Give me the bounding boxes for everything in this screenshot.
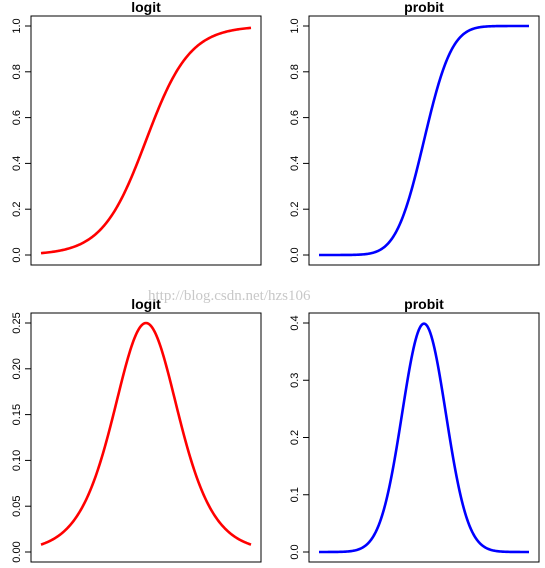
chart-title: logit (131, 296, 161, 312)
y-tick-label: 0.1 (289, 487, 301, 502)
y-tick-label: 0.4 (11, 156, 23, 171)
y-tick-label: 0.00 (11, 541, 23, 562)
series-line (318, 24, 530, 257)
y-tick-label: 0.05 (11, 495, 23, 516)
chart-title: probit (404, 296, 444, 312)
y-tick-label: 0.10 (11, 450, 23, 471)
series-line (40, 321, 252, 546)
watermark: http://blog.csdn.net/hzs106 (148, 288, 311, 304)
y-tick-label: 0.0 (289, 544, 301, 559)
y-tick-label: 0.2 (289, 202, 301, 217)
y-tick-label: 0.0 (289, 247, 301, 262)
y-tick-label: 0.2 (11, 202, 23, 217)
y-tick-label: 0.8 (11, 64, 23, 79)
chart-title: probit (404, 0, 444, 15)
y-tick-label: 0.15 (11, 404, 23, 425)
chart-panel-4: probit 0.0 0.1 0.2 0.3 0.4 (289, 296, 540, 563)
y-tick-label: 0.0 (11, 247, 23, 262)
series-line (318, 322, 530, 554)
y-tick-label: 0.6 (289, 110, 301, 125)
y-tick-label: 0.20 (11, 358, 23, 379)
y-tick-label: 0.25 (11, 312, 23, 333)
y-tick-label: 1.0 (11, 18, 23, 33)
y-tick-label: 0.3 (289, 373, 301, 388)
chart-panel-3: logit 0.00 0.05 0.10 0.15 0.20 0.25 (11, 296, 262, 563)
y-tick-label: 0.8 (289, 64, 301, 79)
chart-title: logit (131, 0, 161, 15)
plot-frame (308, 15, 540, 266)
y-tick-label: 1.0 (289, 18, 301, 33)
chart-panel-2: probit 0.0 0.2 0.4 0.6 0.8 1.0 (289, 0, 540, 266)
plot-frame (30, 312, 262, 563)
y-tick-label: 0.2 (289, 430, 301, 445)
y-tick-label: 0.4 (289, 315, 301, 330)
y-tick-label: 0.4 (289, 156, 301, 171)
plot-frame (308, 312, 540, 563)
y-tick-label: 0.6 (11, 110, 23, 125)
series-line (40, 26, 252, 255)
plot-frame (30, 15, 262, 266)
chart-panel-1: logit 0.0 0.2 0.4 0.6 0.8 1.0 (11, 0, 262, 266)
